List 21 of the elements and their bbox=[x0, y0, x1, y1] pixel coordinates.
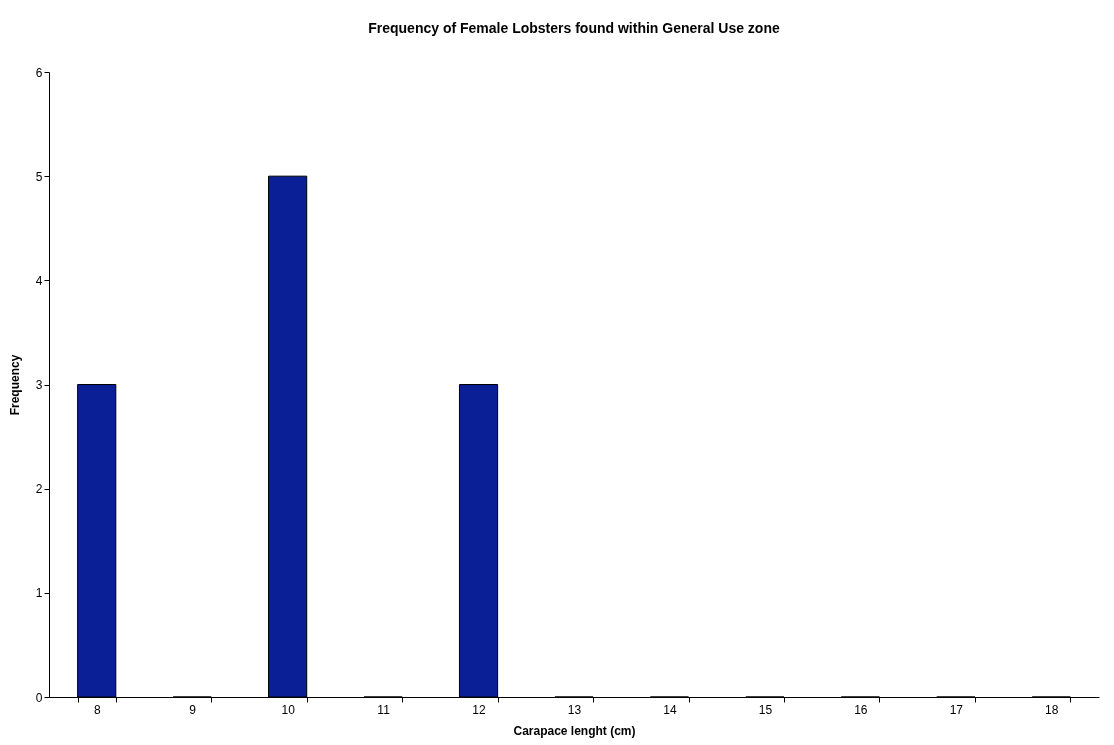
x-axis-title: Carapace lenght (cm) bbox=[513, 723, 636, 738]
y-tick-label: 5 bbox=[35, 169, 43, 184]
x-tick-label: 18 bbox=[1045, 702, 1059, 717]
x-tick-label: 17 bbox=[949, 702, 964, 717]
y-tick-label: 1 bbox=[35, 586, 43, 601]
y-tick-label: 4 bbox=[35, 273, 43, 288]
x-tick-label: 11 bbox=[377, 702, 391, 717]
chart-title: Frequency of Female Lobsters found within General Use zone bbox=[368, 20, 780, 36]
x-tick-label: 9 bbox=[189, 702, 197, 717]
x-tick-label: 16 bbox=[854, 702, 868, 717]
x-tick-label: 15 bbox=[758, 702, 773, 717]
x-tick-label: 14 bbox=[663, 702, 677, 717]
y-tick-label: 0 bbox=[35, 690, 43, 705]
y-tick-label: 2 bbox=[35, 482, 43, 497]
x-tick-label: 13 bbox=[567, 702, 582, 717]
x-tick-label: 10 bbox=[281, 702, 296, 717]
y-tick-label: 3 bbox=[35, 378, 43, 392]
x-tick-label: 12 bbox=[472, 702, 487, 717]
x-tick-label: 8 bbox=[93, 702, 101, 717]
y-tick-label: 6 bbox=[35, 65, 43, 80]
y-axis-title: Frequency bbox=[7, 354, 22, 416]
